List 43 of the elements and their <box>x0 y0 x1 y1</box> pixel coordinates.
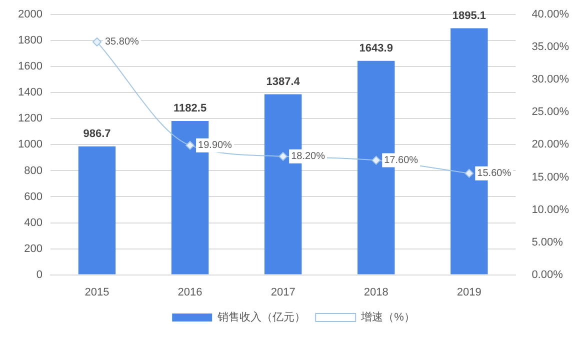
y-tick-label: 200 <box>24 242 42 255</box>
legend-label: 销售收入（亿元） <box>216 310 306 324</box>
x-tick-label: 2018 <box>364 286 388 298</box>
y2-tick-label: 30.00% <box>532 74 570 86</box>
y2-tick-label: 5.00% <box>532 236 564 248</box>
x-tick-label: 2016 <box>178 286 202 298</box>
data-label: 17.60% <box>384 155 418 166</box>
point <box>278 152 288 161</box>
legend-label: 增速（%） <box>360 310 415 324</box>
y-tick-label: 1800 <box>18 34 42 47</box>
x-tick-label: 2015 <box>84 286 110 298</box>
y-tick-label: 600 <box>24 190 42 203</box>
x-tick-label: 2017 <box>270 286 296 298</box>
data-label: 1387.4 <box>266 76 301 88</box>
y-tick-label: 1200 <box>18 112 42 125</box>
point <box>464 168 474 178</box>
y2-tick-label: 0.00% <box>532 268 564 281</box>
y-tick-label: 2000 <box>18 8 42 21</box>
point <box>92 37 102 46</box>
y2-tick-label: 20.00% <box>532 138 570 151</box>
data-label: 15.60% <box>477 168 512 180</box>
data-label: 19.90% <box>198 140 232 152</box>
y-tick-label: 400 <box>24 216 42 229</box>
y2-tick-label: 40.00% <box>532 8 570 21</box>
data-label: 1895.1 <box>452 10 486 22</box>
data-label: 1182.5 <box>174 102 207 114</box>
point <box>372 156 381 165</box>
y2-tick-label: 10.00% <box>532 204 570 216</box>
point <box>186 140 195 150</box>
bar <box>78 146 116 274</box>
data-label: 18.20% <box>291 151 326 162</box>
x-tick-label: 2019 <box>456 286 482 298</box>
y-tick-label: 1400 <box>18 86 42 99</box>
data-label: 35.80% <box>104 36 140 48</box>
y-tick-label: 1600 <box>18 60 42 73</box>
y-tick-label: 1000 <box>18 138 42 151</box>
y2-tick-label: 15.00% <box>532 171 570 184</box>
data-label: 1643.9 <box>359 42 393 54</box>
y2-tick-label: 25.00% <box>532 106 570 118</box>
y-tick-label: 800 <box>24 164 42 177</box>
y-tick-label: 0 <box>36 268 42 281</box>
y2-tick-label: 35.00% <box>532 41 570 54</box>
data-label: 986.7 <box>83 128 111 140</box>
